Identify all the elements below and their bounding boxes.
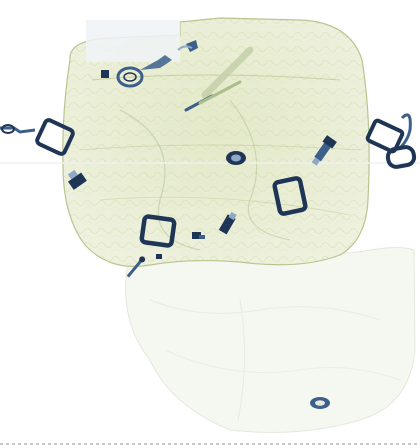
buckle-right: [365, 113, 417, 169]
grommet-center: [226, 151, 246, 165]
buckle-center: [272, 176, 308, 216]
key-ring: [101, 40, 198, 88]
top-flap: [86, 20, 180, 62]
buckle-left: [0, 118, 75, 156]
pen: [184, 80, 242, 112]
buckle-lower: [139, 214, 177, 248]
grommet-bottom: [310, 397, 330, 409]
zipper-pulls: [67, 135, 337, 278]
bag-body: [62, 17, 370, 268]
